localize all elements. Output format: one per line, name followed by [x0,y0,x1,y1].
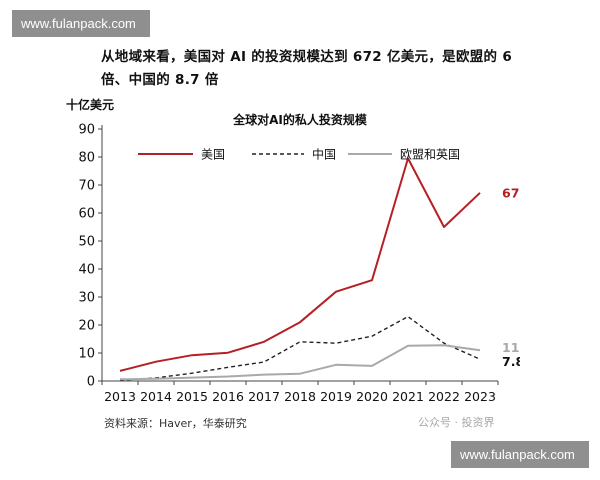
x-tick-label: 2021 [392,389,424,404]
end-value-label-0: 67.2 [502,185,520,200]
headline-text: 从地域来看，美国对 AI 的投资规模达到 672 亿美元，是欧盟的 6 倍、中国… [101,49,513,88]
watermark-top: www.fulanpack.com [12,10,150,37]
y-tick-label: 60 [78,207,95,222]
y-tick-label: 50 [78,235,95,250]
legend-label-0: 美国 [201,148,225,162]
x-tick-label: 2020 [356,389,388,404]
x-tick-label: 2017 [248,389,280,404]
series-line-1 [119,315,481,381]
x-tick-label: 2016 [212,389,244,404]
y-tick-label: 10 [78,347,95,362]
chart-title: 全球对AI的私人投资规模 [232,112,368,127]
y-tick-label: 40 [78,263,95,278]
x-tick-label: 2019 [320,389,352,404]
x-tick-label: 2022 [428,389,460,404]
series-line-0 [119,157,481,372]
legend-label-2: 欧盟和英国 [400,148,460,162]
y-tick-label: 70 [78,179,95,194]
watermark-bottom: www.fulanpack.com [451,441,589,468]
x-tick-label: 2013 [104,389,136,404]
x-tick-label: 2014 [140,389,172,404]
y-axis-label: 十亿美元 [66,97,114,112]
y-tick-label: 0 [87,375,95,390]
y-tick-label: 20 [78,319,95,334]
y-tick-label: 90 [78,123,95,138]
x-tick-label: 2015 [176,389,208,404]
end-value-label-2: 7.8 [502,354,520,369]
y-tick-label: 30 [78,291,95,306]
source-note: 资料来源：Haver，华泰研究 [104,417,247,430]
corner-watermark: 公众号 · 投资界 [418,416,495,429]
end-value-label-1: 11.0 [502,340,520,355]
y-tick-label: 80 [78,151,95,166]
x-tick-label: 2023 [464,389,496,404]
series-line-2 [119,344,481,381]
x-tick-label: 2018 [284,389,316,404]
legend-label-1: 中国 [312,147,336,162]
